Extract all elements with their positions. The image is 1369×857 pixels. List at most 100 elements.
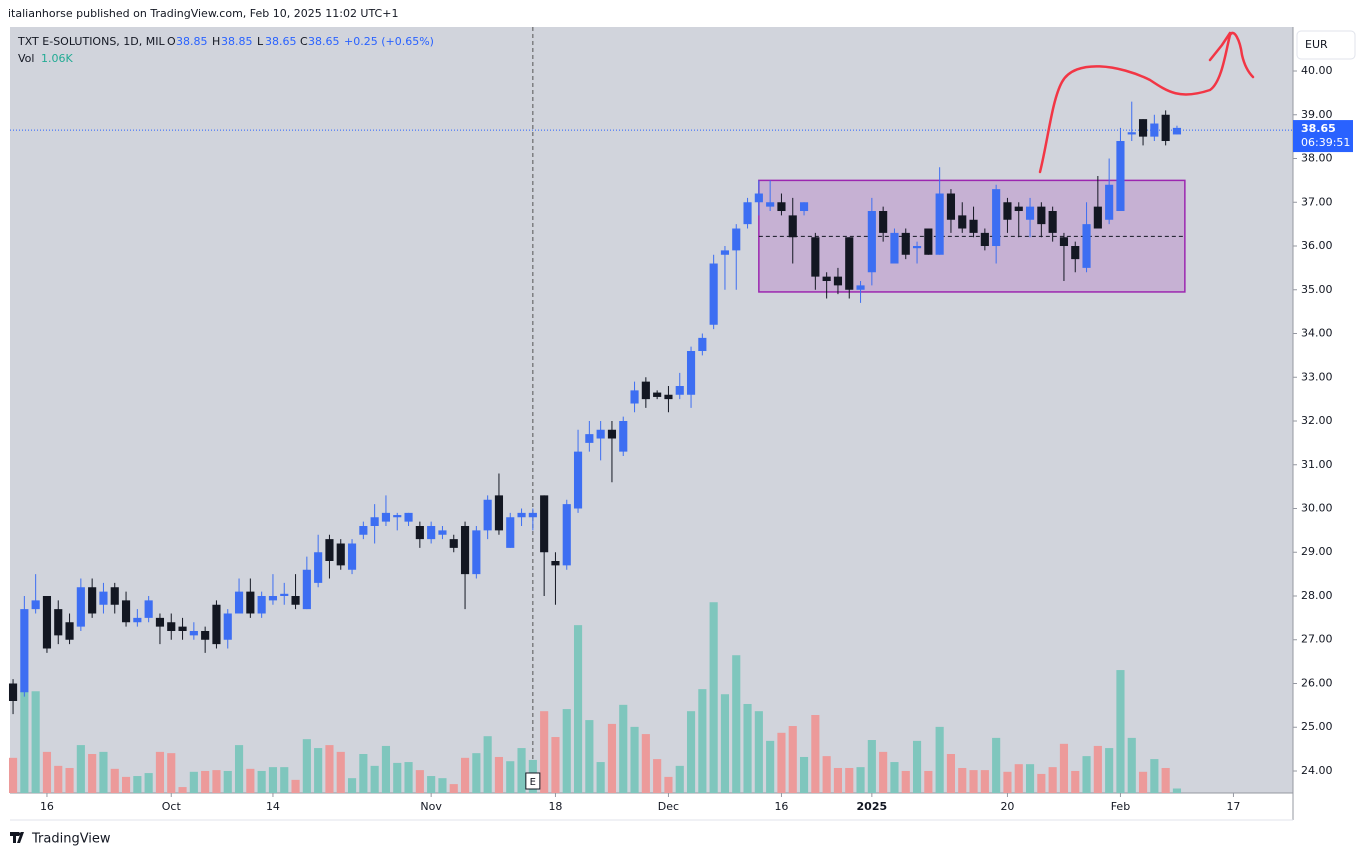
candle-body bbox=[879, 211, 888, 233]
candle-body bbox=[20, 609, 29, 693]
candle-body bbox=[562, 504, 571, 566]
volume-bar bbox=[766, 740, 775, 793]
volume-bar bbox=[845, 767, 854, 793]
volume-bar bbox=[370, 765, 379, 793]
vol-label: Vol bbox=[18, 52, 34, 65]
volume-bar bbox=[257, 770, 266, 793]
candle-body bbox=[890, 232, 899, 264]
volume-bar bbox=[42, 751, 52, 793]
volume-bar bbox=[302, 739, 311, 793]
volume-bar bbox=[212, 770, 221, 793]
x-tick-label: 16 bbox=[774, 800, 788, 813]
candle-body bbox=[42, 595, 52, 649]
candle-body bbox=[234, 591, 244, 614]
candle-body bbox=[551, 560, 560, 566]
volume-bar bbox=[890, 762, 899, 793]
volume-bar bbox=[20, 691, 29, 793]
candle-body bbox=[427, 526, 436, 540]
candle-body bbox=[155, 617, 165, 627]
y-tick-label: 26.00 bbox=[1301, 676, 1333, 689]
candle-body bbox=[811, 237, 820, 277]
marks bbox=[8, 27, 1293, 793]
candle-body bbox=[76, 587, 85, 627]
candle-body bbox=[1105, 184, 1114, 220]
candle-body bbox=[799, 202, 809, 212]
volume-bar bbox=[76, 745, 85, 793]
candle-body bbox=[664, 394, 673, 400]
candle-body bbox=[912, 246, 922, 249]
volume-bar bbox=[54, 765, 63, 793]
candle-body bbox=[1048, 211, 1057, 233]
volume-bar bbox=[347, 778, 357, 793]
candle-body bbox=[201, 630, 210, 640]
candle-body bbox=[607, 429, 617, 439]
volume-bar bbox=[65, 767, 74, 793]
candle-body bbox=[732, 228, 741, 251]
volume-bar bbox=[88, 754, 97, 793]
candle-body bbox=[845, 237, 854, 290]
candle-body bbox=[494, 495, 504, 531]
volume-bar bbox=[856, 767, 865, 793]
volume-bar bbox=[1116, 670, 1125, 793]
candle-body bbox=[133, 617, 142, 623]
c-label: C bbox=[300, 35, 308, 48]
l-value: 38.65 bbox=[265, 35, 297, 48]
candle-body bbox=[822, 276, 831, 282]
volume-bar bbox=[585, 720, 594, 793]
candle-body bbox=[958, 215, 967, 229]
candle-body bbox=[325, 539, 334, 561]
candle-body bbox=[924, 228, 933, 255]
currency-button[interactable] bbox=[1296, 30, 1356, 60]
volume-bar bbox=[596, 762, 605, 793]
candle-body bbox=[709, 263, 718, 325]
volume-bar bbox=[472, 753, 481, 793]
volume-bar bbox=[664, 776, 673, 793]
volume-bar bbox=[178, 787, 187, 793]
tradingview-logo bbox=[10, 832, 24, 843]
candle-body bbox=[528, 512, 537, 518]
volume-bar bbox=[1014, 764, 1023, 793]
candle-body bbox=[8, 683, 18, 701]
candle-body bbox=[585, 434, 594, 443]
volume-bar bbox=[133, 776, 142, 793]
volume-bar bbox=[427, 776, 436, 793]
candle-body bbox=[121, 600, 131, 623]
candle-body bbox=[54, 609, 63, 636]
volume-bar bbox=[155, 751, 165, 793]
volume-bar bbox=[359, 754, 368, 793]
h-value: 38.85 bbox=[221, 35, 253, 48]
l-label: L bbox=[257, 35, 264, 48]
candle-body bbox=[144, 600, 153, 618]
candle-body bbox=[212, 604, 221, 645]
candle-body bbox=[167, 622, 176, 631]
volume-bar bbox=[291, 779, 300, 793]
volume-bar bbox=[879, 751, 888, 793]
volume-bar bbox=[540, 711, 549, 793]
volume-bar bbox=[336, 751, 345, 793]
x-tick-label: 16 bbox=[40, 800, 54, 813]
volume-bar bbox=[799, 756, 809, 793]
volume-bar bbox=[958, 767, 967, 793]
candle-body bbox=[856, 285, 865, 290]
volume-bar bbox=[777, 732, 786, 793]
candle-body bbox=[302, 569, 311, 610]
x-tick-label: 20 bbox=[1000, 800, 1014, 813]
plot-background bbox=[10, 27, 1293, 793]
volume-bar bbox=[811, 715, 820, 793]
price-label-bg bbox=[1293, 120, 1353, 153]
volume-bar bbox=[788, 726, 797, 793]
candle-body bbox=[88, 587, 97, 614]
volume-bar bbox=[743, 703, 752, 793]
y-tick-label: 29.00 bbox=[1301, 545, 1333, 558]
volume-bar bbox=[619, 704, 628, 793]
volume-bar bbox=[246, 768, 255, 793]
candle-body bbox=[1172, 127, 1182, 135]
volume-bar bbox=[992, 737, 1001, 793]
candle-body bbox=[506, 517, 515, 548]
candle-body bbox=[347, 543, 357, 570]
y-tick-label: 28.00 bbox=[1301, 589, 1333, 602]
candle-body bbox=[1127, 132, 1136, 135]
candle-body bbox=[314, 552, 323, 583]
candle-body bbox=[1037, 206, 1046, 225]
